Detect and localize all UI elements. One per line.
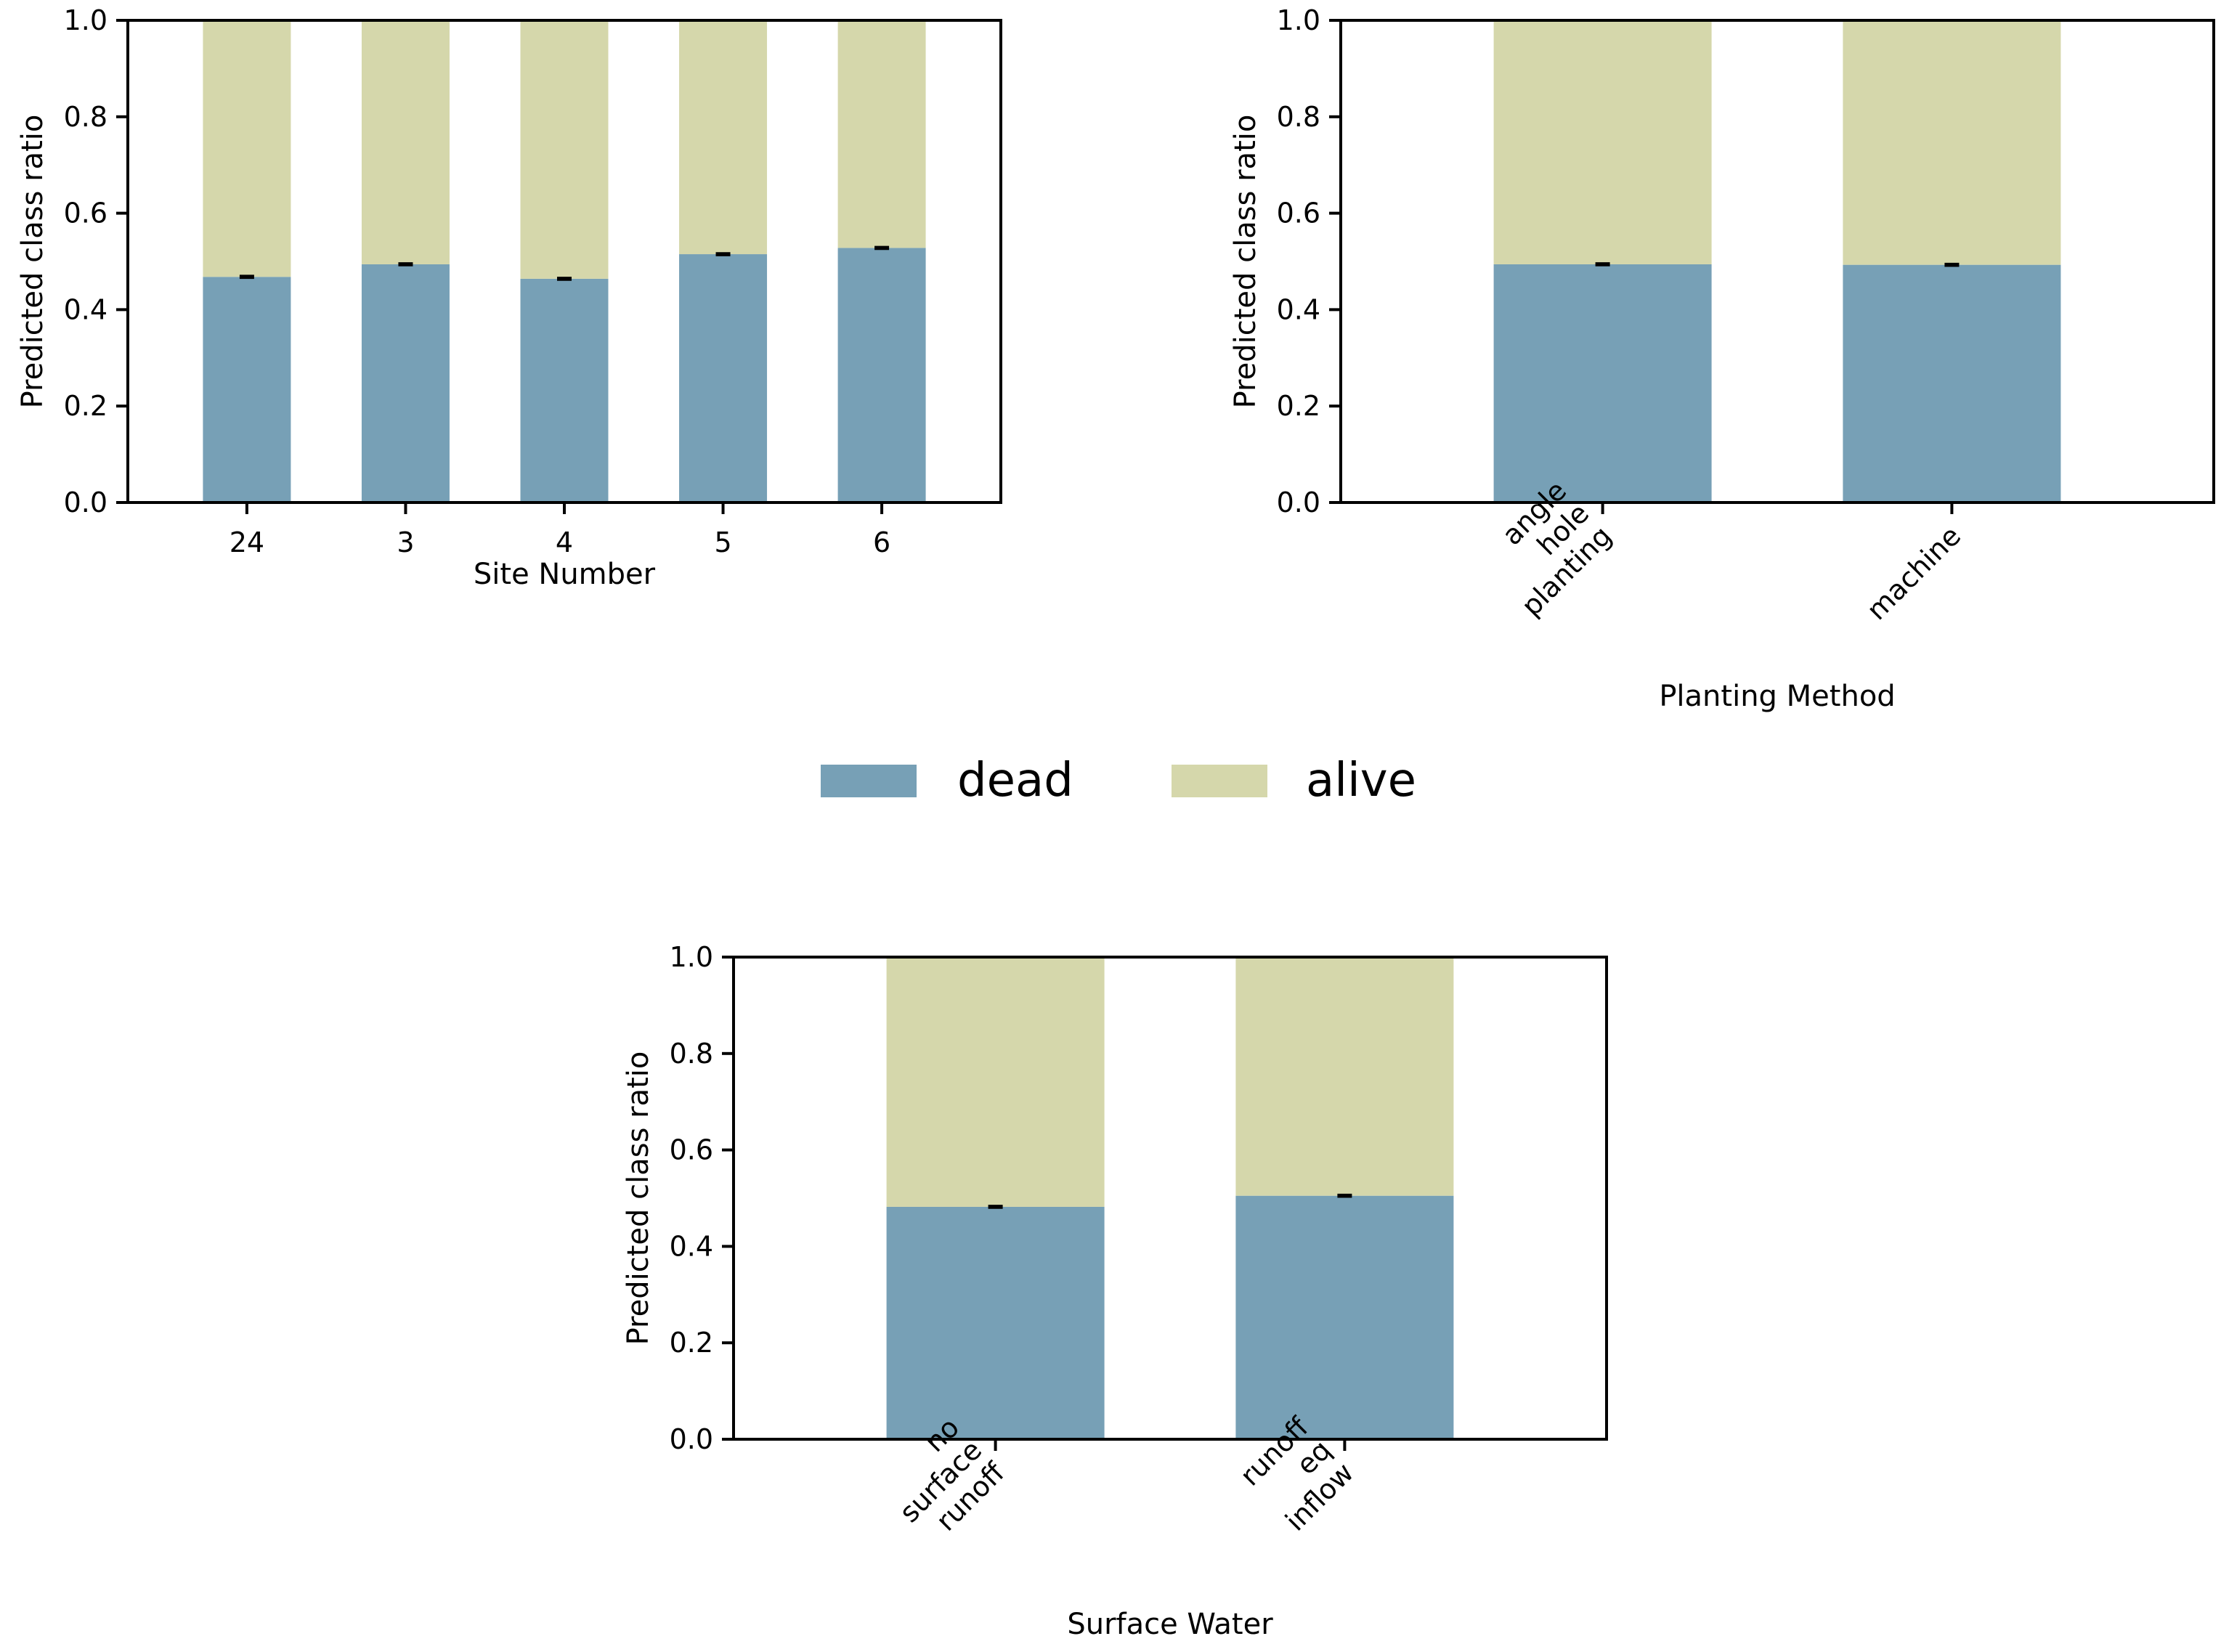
bar-alive [1235,957,1454,1196]
legend-label-alive: alive [1306,754,1416,807]
bar-dead [520,278,609,502]
x-tick-label: 5 [714,526,731,558]
y-tick-label: 0.2 [64,390,107,422]
surface-water-chart: 0.00.20.40.60.81.0nosurfacerunoffrunoffe… [622,941,1608,1641]
bar-dead [1235,1195,1454,1439]
bar-alive [361,20,450,264]
y-tick-label: 0.6 [670,1134,713,1166]
y-axis-label: Predicted class ratio [622,1051,655,1346]
site-number-chart: 0.0 0.2 0.4 0.6 0.8 1.0 24 3 4 5 6 Site Number Predi… [16,4,1002,591]
y-tick-label: 0.8 [64,101,107,133]
legend-swatch-alive [1172,765,1267,797]
x-axis-label: Site Number [474,558,656,591]
legend-label-dead: dead [957,754,1073,807]
bar-dead [1493,264,1712,502]
y-tick-label: 0.8 [670,1038,713,1070]
y-tick-label: 1.0 [670,941,713,973]
y-tick-label: 0.2 [1277,390,1320,422]
bar-alive [520,20,609,279]
y-axis-label: Predicted class ratio [16,115,49,409]
y-tick-label: 0.4 [64,293,107,325]
bar-alive [679,20,768,255]
bar-dead [1843,264,2061,502]
y-tick-label: 0.4 [1277,293,1320,325]
bar-dead [203,277,291,502]
bar-dead [361,264,450,502]
legend: dead alive [821,754,1416,807]
x-tick-label: machine [1861,520,1968,627]
bar-alive [203,20,291,277]
y-tick-label: 0.8 [1277,101,1320,133]
y-tick-label: 0.0 [1277,487,1320,518]
y-tick-label: 0.4 [670,1230,713,1262]
x-tick-label: 4 [556,526,573,558]
x-axis-label: Surface Water [1067,1608,1273,1641]
bar-alive [886,957,1105,1207]
x-tick-label: 6 [873,526,890,558]
y-tick-label: 0.2 [670,1327,713,1359]
y-tick-label: 1.0 [1277,4,1320,36]
bar-dead [886,1206,1105,1439]
bar-alive [1843,20,2061,265]
x-axis-label: Planting Method [1659,680,1895,713]
axes-frame [732,956,1608,1441]
bar-alive [1493,20,1712,264]
y-tick-label: 1.0 [64,4,107,36]
bar-dead [837,248,926,502]
y-axis-label: Predicted class ratio [1229,115,1262,409]
bar-dead [679,254,768,502]
bar-alive [837,20,926,248]
x-tick-label: 24 [230,526,264,558]
y-tick-label: 0.6 [64,198,107,229]
x-tick-label: 3 [397,526,414,558]
y-tick-label: 0.0 [64,487,107,518]
axes-frame [1339,19,2215,504]
y-tick-label: 0.0 [670,1423,713,1455]
legend-swatch-dead [821,765,917,797]
y-tick-label: 0.6 [1277,198,1320,229]
